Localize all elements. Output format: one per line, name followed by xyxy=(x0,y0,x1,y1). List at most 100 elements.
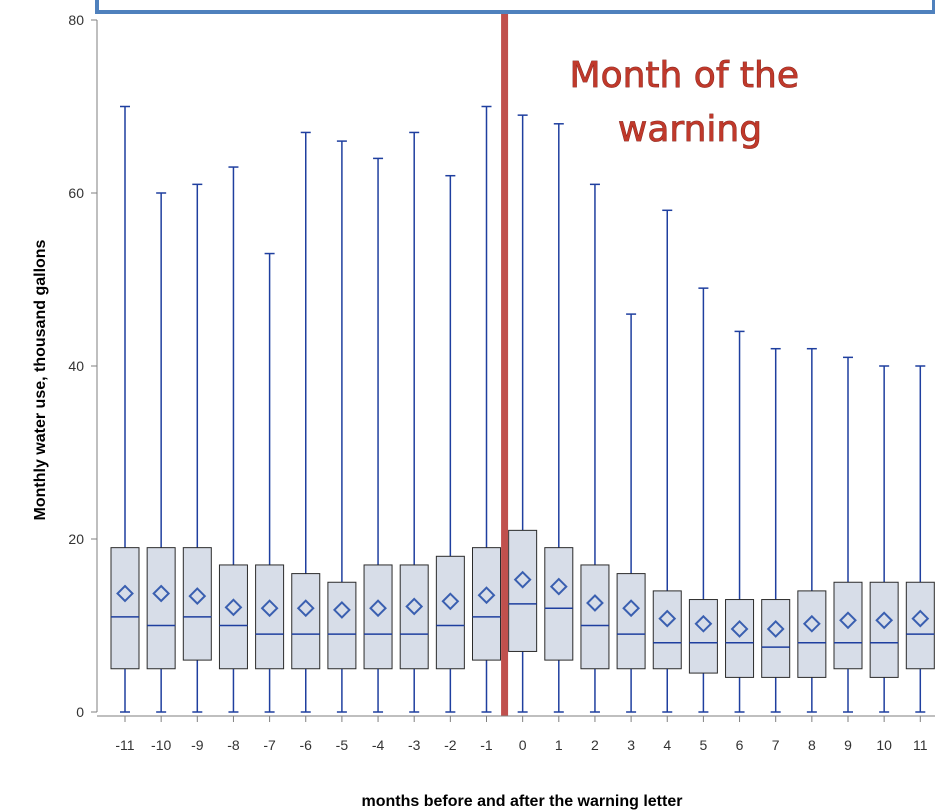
iqr-box xyxy=(327,581,357,670)
mean-marker xyxy=(224,598,243,617)
iqr-box xyxy=(399,564,429,670)
mean-marker xyxy=(911,609,930,628)
box-2 xyxy=(580,183,610,713)
box-11 xyxy=(905,365,935,713)
mean-marker xyxy=(405,597,424,616)
box-3 xyxy=(616,313,646,713)
mean-marker xyxy=(875,611,894,630)
x-tick-label: 10 xyxy=(876,737,892,753)
iqr-box xyxy=(652,590,682,670)
mean-marker xyxy=(260,599,279,618)
mean-marker xyxy=(730,620,749,638)
mean-marker xyxy=(441,592,460,611)
mean-marker xyxy=(586,594,604,612)
x-axis-ticks: -11 -10 -9 -8 -7 -6 -5 -4 -3 -2 -1 0 1 2 3 4 5 6 7 8 9 10 11 xyxy=(97,715,935,753)
iqr-box xyxy=(688,599,718,674)
box-series xyxy=(110,105,935,713)
x-tick-label: 8 xyxy=(808,737,816,753)
y-tick-label: 60 xyxy=(68,185,84,201)
x-tick-label: -8 xyxy=(227,737,240,753)
box-5 xyxy=(688,287,718,713)
box--6 xyxy=(291,131,321,713)
mean-marker xyxy=(116,584,134,603)
iqr-box xyxy=(218,564,248,670)
iqr-box xyxy=(725,599,755,678)
box--11 xyxy=(110,105,140,713)
annotation-line-1: Month of the xyxy=(570,55,800,96)
x-tick-label: -6 xyxy=(300,737,313,753)
box-7 xyxy=(761,347,791,713)
iqr-box xyxy=(761,599,791,678)
x-tick-label: -1 xyxy=(480,737,493,753)
y-tick-label: 20 xyxy=(68,531,84,547)
iqr-box xyxy=(435,555,465,670)
box--9 xyxy=(182,183,212,713)
mean-marker xyxy=(694,614,713,633)
box--2 xyxy=(435,174,465,713)
y-tick-label: 0 xyxy=(76,704,84,720)
mean-marker xyxy=(513,570,532,589)
iqr-box xyxy=(146,547,176,670)
x-tick-label: -5 xyxy=(336,737,349,753)
x-tick-label: 4 xyxy=(663,737,671,753)
mean-marker xyxy=(296,599,315,618)
box--1 xyxy=(472,105,501,713)
x-tick-label: -10 xyxy=(151,737,171,753)
x-tick-label: -11 xyxy=(115,737,134,753)
iqr-box xyxy=(616,573,646,670)
iqr-box xyxy=(291,573,321,670)
iqr-box xyxy=(544,547,574,661)
iqr-box xyxy=(797,590,827,678)
annotation-frame xyxy=(95,0,935,14)
mean-marker xyxy=(369,599,387,618)
mean-marker xyxy=(622,599,641,618)
x-tick-label: -9 xyxy=(191,737,204,753)
x-tick-label: 9 xyxy=(844,737,852,753)
x-axis-title: months before and after the warning lett… xyxy=(362,793,683,810)
mean-marker xyxy=(766,620,785,638)
x-tick-label: -7 xyxy=(263,737,276,753)
x-tick-label: -2 xyxy=(444,737,457,753)
mean-marker xyxy=(152,584,171,603)
box--7 xyxy=(255,252,285,713)
iqr-box xyxy=(508,529,538,652)
annotation-line-2: warning xyxy=(618,109,762,150)
box-4 xyxy=(652,209,682,713)
iqr-box xyxy=(869,581,899,678)
box-1 xyxy=(544,123,574,713)
box--10 xyxy=(146,192,176,713)
x-tick-label: 11 xyxy=(913,737,928,753)
mean-marker xyxy=(549,577,568,596)
mean-marker xyxy=(839,611,857,630)
mean-marker xyxy=(332,601,351,619)
y-axis-title: Monthly water use, thousand gallons xyxy=(32,239,49,520)
mean-marker xyxy=(802,614,821,633)
box-0 xyxy=(508,114,538,713)
iqr-box xyxy=(110,547,140,670)
x-tick-label: -4 xyxy=(372,737,385,753)
mean-marker xyxy=(188,587,207,606)
x-tick-label: 0 xyxy=(519,737,527,753)
x-tick-label: 6 xyxy=(736,737,744,753)
y-axis-ticks: 0 20 40 60 80 xyxy=(68,12,97,720)
warning-annotation: Month of the warning xyxy=(570,55,811,150)
mean-marker xyxy=(658,609,677,628)
x-tick-label: 5 xyxy=(700,737,708,753)
box--4 xyxy=(363,157,393,713)
iqr-box xyxy=(580,564,610,670)
iqr-box xyxy=(363,564,393,670)
iqr-box xyxy=(833,581,863,670)
box-9 xyxy=(833,356,863,713)
box-10 xyxy=(869,365,899,713)
x-tick-label: 2 xyxy=(591,737,599,753)
x-tick-label: 1 xyxy=(555,737,563,753)
x-tick-label: 7 xyxy=(772,737,780,753)
y-tick-label: 40 xyxy=(68,358,84,374)
box--5 xyxy=(327,140,357,713)
x-tick-label: 3 xyxy=(627,737,635,753)
box-8 xyxy=(797,347,827,713)
box--8 xyxy=(218,166,248,713)
y-tick-label: 80 xyxy=(68,12,84,28)
mean-marker xyxy=(477,586,496,605)
